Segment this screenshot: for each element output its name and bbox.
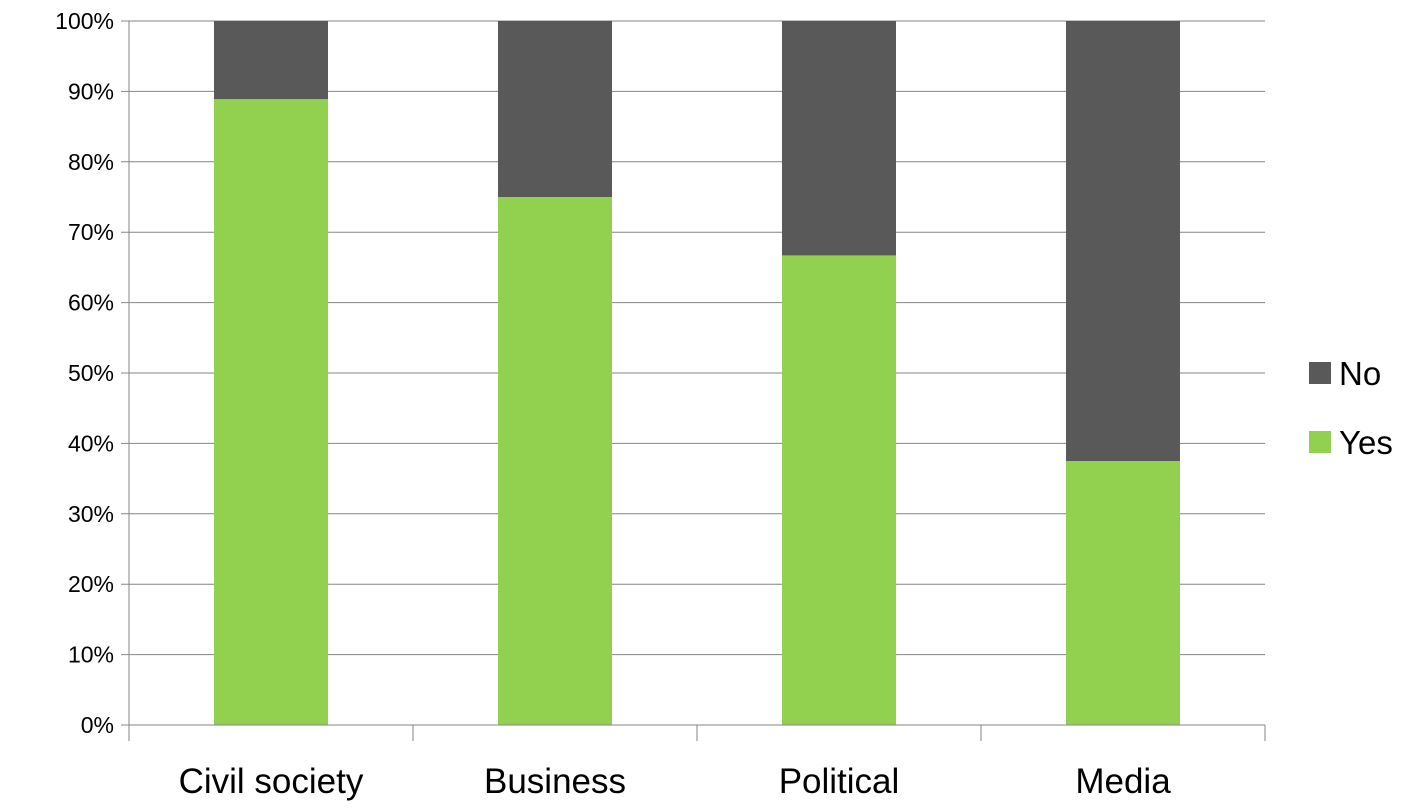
x-category-label: Civil society <box>179 762 364 801</box>
y-tick-label: 90% <box>68 78 114 104</box>
bars <box>214 21 1180 726</box>
y-tick-label: 10% <box>68 642 114 668</box>
x-category-label: Business <box>484 762 626 801</box>
x-category-label: Political <box>779 762 900 801</box>
y-tick-label: 30% <box>68 501 114 527</box>
y-tick-label: 40% <box>68 430 114 456</box>
legend-label-no: No <box>1339 355 1381 392</box>
legend: No Yes <box>1309 355 1393 461</box>
bar-yes-business <box>498 197 612 725</box>
y-tick-label: 0% <box>81 712 114 738</box>
bar-yes-political <box>782 255 896 725</box>
x-category-label: Media <box>1075 762 1171 801</box>
legend-swatch-yes <box>1309 431 1331 453</box>
bar-no-civil-society <box>214 21 328 100</box>
x-axis <box>128 21 1266 741</box>
bar-no-political <box>782 21 896 256</box>
y-tick-label: 70% <box>68 219 114 245</box>
y-tick-label: 60% <box>68 290 114 316</box>
legend-swatch-no <box>1309 362 1331 384</box>
y-tick-label: 50% <box>68 360 114 386</box>
bar-no-business <box>498 21 612 197</box>
y-axis-tick-labels: 0% 10% 20% 30% 40% 50% 60% 70% 80% 90% 100% <box>55 8 114 738</box>
y-tick-label: 20% <box>68 571 114 597</box>
bar-no-media <box>1066 21 1180 461</box>
bar-yes-civil-society <box>214 99 328 726</box>
bar-yes-media <box>1066 461 1180 725</box>
x-axis-category-labels: Civil society Business Political Media <box>179 762 1172 801</box>
y-tick-label: 80% <box>68 149 114 175</box>
y-tick-label: 100% <box>55 8 114 34</box>
legend-label-yes: Yes <box>1339 424 1393 461</box>
